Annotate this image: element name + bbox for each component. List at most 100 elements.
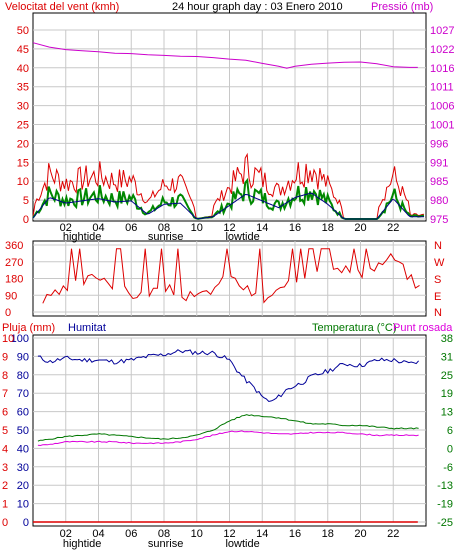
- pressure-tick-label: 975: [430, 214, 448, 226]
- x-tick-label: 06: [125, 528, 137, 540]
- pressure-tick-label: 1027: [430, 25, 454, 37]
- rain-tick-label: 8: [2, 370, 8, 382]
- humidity-tick-label: 40: [17, 443, 29, 455]
- x-tick-label: 18: [322, 222, 334, 234]
- temperature-axis-title: Temperatura (°C): [312, 322, 396, 334]
- wind-tick-label: 30: [17, 101, 29, 113]
- temperature-tick-label: 31: [441, 351, 453, 363]
- x-tick-label: 04: [92, 222, 104, 234]
- x-tick-label: 02: [60, 528, 72, 540]
- temperature-tick-label: 6: [447, 425, 453, 437]
- tide-annotation: sunrise: [148, 231, 183, 243]
- humidity-tick-label: 100: [11, 333, 29, 345]
- humidity-line: [37, 349, 419, 403]
- rain-tick-label: 2: [2, 480, 8, 492]
- humidity-axis-title: Humitat: [68, 322, 106, 334]
- rain-tick-label: 6: [2, 407, 8, 419]
- temperature-tick-label: -25: [437, 517, 453, 529]
- wind-tick-label: 0: [23, 214, 29, 226]
- x-tick-label: 14: [256, 222, 268, 234]
- humidity-tick-label: 30: [17, 462, 29, 474]
- pressure-tick-label: 1001: [430, 120, 454, 132]
- rain-tick-label: 4: [2, 443, 8, 455]
- temperature-tick-label: -6: [443, 462, 453, 474]
- humidity-tick-label: 90: [17, 351, 29, 363]
- wind-tick-label: 40: [17, 63, 29, 75]
- wind-tick-label: 25: [17, 120, 29, 132]
- wind-tick-label: 5: [23, 195, 29, 207]
- tide-annotation: lowtide: [225, 538, 259, 550]
- temperature-tick-label: 19: [441, 388, 453, 400]
- wind-speed-line: [32, 152, 425, 220]
- pressure-tick-label: 985: [430, 176, 448, 188]
- x-tick-label: 16: [289, 222, 301, 234]
- x-tick-label: 06: [125, 222, 137, 234]
- x-tick-label: 08: [158, 222, 170, 234]
- pressure-tick-label: 1016: [430, 63, 454, 75]
- x-tick-label: 12: [223, 528, 235, 540]
- temperature-tick-label: -13: [437, 480, 453, 492]
- pressure-axis-title: Pressió (mb): [371, 1, 433, 13]
- direction-tick-label: 180: [5, 274, 23, 286]
- x-tick-label: 08: [158, 528, 170, 540]
- temperature-tick-label: 38: [441, 333, 453, 345]
- wind-tick-label: 50: [17, 25, 29, 37]
- x-tick-label: 14: [256, 528, 268, 540]
- rain-tick-label: 3: [2, 462, 8, 474]
- temperature-tick-label: 13: [441, 407, 453, 419]
- wind-axis-title: Velocitat del vent (kmh): [5, 1, 119, 13]
- pressure-tick-label: 991: [430, 157, 448, 169]
- tide-annotation: lowtide: [225, 231, 259, 243]
- wind-pressure-panel: [32, 12, 427, 222]
- x-tick-label: 16: [289, 528, 301, 540]
- x-tick-label: 12: [223, 222, 235, 234]
- dir-w: W: [434, 257, 445, 269]
- dir-s: S: [434, 274, 441, 286]
- wind-tick-label: 35: [17, 82, 29, 94]
- rain-tick-label: 1: [2, 499, 8, 511]
- pressure-line: [32, 42, 418, 69]
- wind-tick-label: 20: [17, 138, 29, 150]
- wind-tick-label: 10: [17, 176, 29, 188]
- pressure-tick-label: 1022: [430, 44, 454, 56]
- x-tick-label: 22: [387, 528, 399, 540]
- humidity-tick-label: 20: [17, 480, 29, 492]
- wind-tick-label: 45: [17, 44, 29, 56]
- direction-tick-label: 90: [5, 290, 17, 302]
- direction-tick-label: 360: [5, 240, 23, 252]
- dewpoint-line: [37, 430, 419, 447]
- x-tick-label: 10: [191, 528, 203, 540]
- temperature-tick-label: 25: [441, 370, 453, 382]
- rain-tick-label: 5: [2, 425, 8, 437]
- pressure-tick-label: 980: [430, 195, 448, 207]
- wind-tick-label: 15: [17, 157, 29, 169]
- pressure-tick-label: 996: [430, 138, 448, 150]
- pressure-tick-label: 1006: [430, 101, 454, 113]
- x-tick-label: 20: [354, 528, 366, 540]
- humidity-tick-label: 50: [17, 425, 29, 437]
- dir-n-top: N: [434, 240, 442, 252]
- rain-tick-label: 7: [2, 388, 8, 400]
- rain-tick-label: 0: [2, 517, 8, 529]
- x-tick-label: 20: [354, 222, 366, 234]
- humidity-tick-label: 80: [17, 370, 29, 382]
- pressure-tick-label: 1011: [430, 82, 454, 94]
- tide-annotation: sunrise: [148, 538, 183, 550]
- x-tick-label: 04: [92, 528, 104, 540]
- x-tick-label: 18: [322, 528, 334, 540]
- dewpoint-axis-title: Punt rosada: [393, 322, 453, 334]
- humidity-tick-label: 10: [17, 499, 29, 511]
- wind-average-line: [32, 192, 424, 220]
- humidity-tick-label: 60: [17, 407, 29, 419]
- rain-tick-label: 10: [2, 333, 14, 345]
- rain-axis-title: Pluja (mm): [2, 322, 55, 334]
- x-tick-label: 02: [60, 222, 72, 234]
- humidity-tick-label: 70: [17, 388, 29, 400]
- x-tick-label: 22: [387, 222, 399, 234]
- humidity-tick-label: 0: [23, 517, 29, 529]
- rain-tick-label: 9: [2, 351, 8, 363]
- direction-tick-label: 270: [5, 257, 23, 269]
- temperature-tick-label: -19: [437, 499, 453, 511]
- temperature-line: [37, 414, 419, 442]
